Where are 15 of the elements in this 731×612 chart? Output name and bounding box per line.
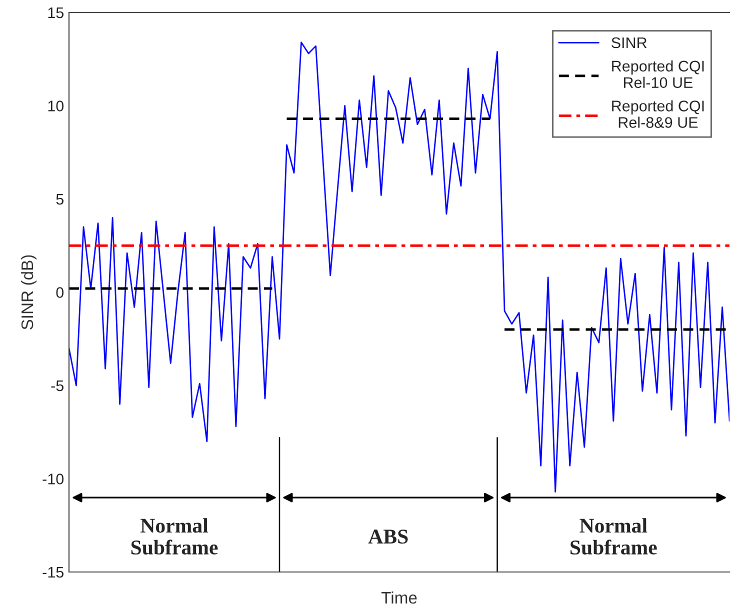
- y-tick-label: -10: [42, 474, 64, 484]
- legend-label: Reported CQI Rel-8&9 UE: [612, 100, 704, 128]
- y-tick-label: -15: [42, 567, 64, 578]
- legend-label: Reported CQI Rel-10 UE: [612, 60, 704, 88]
- y-tick-label: 5: [56, 194, 64, 205]
- y-tick-label: 15: [48, 8, 64, 18]
- x-axis-title: Time: [381, 591, 417, 604]
- annotation: ABS: [368, 530, 408, 544]
- legend-label: SINR: [612, 37, 647, 48]
- y-axis-title: SINR (dB): [20, 255, 36, 330]
- y-tick-label: 0: [56, 287, 64, 298]
- y-tick-label: -5: [51, 380, 64, 392]
- annotation: Normal Subframe: [131, 518, 218, 555]
- annotation: Normal Subframe: [570, 518, 657, 555]
- y-tick-label: 10: [48, 100, 64, 112]
